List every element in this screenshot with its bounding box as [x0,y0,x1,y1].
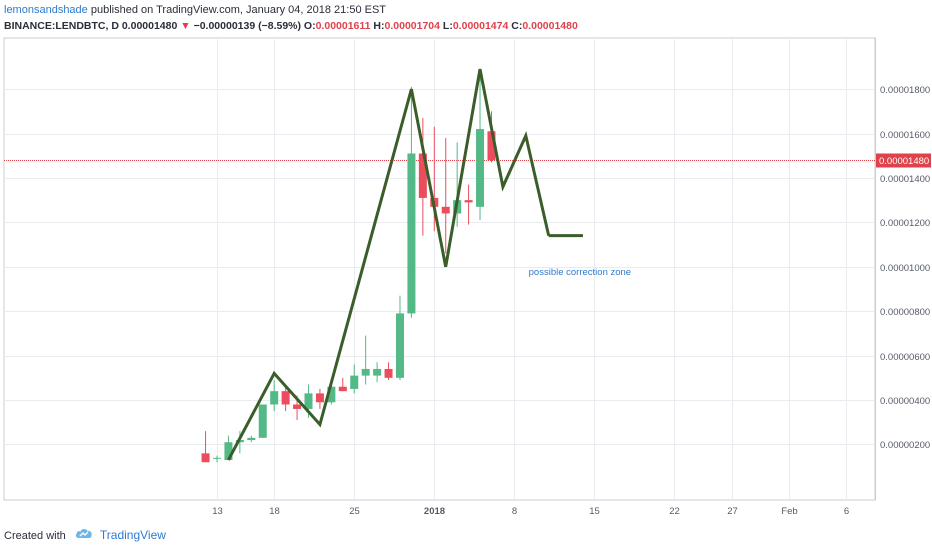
y-tick-label: 0.00000800 [880,307,930,318]
x-tick-label: 2018 [424,506,445,517]
candle-body[interactable] [247,437,256,441]
candle-body[interactable] [213,457,221,459]
chart-header: lemonsandshade published on TradingView.… [4,2,924,34]
x-tick-label: Feb [781,506,797,517]
author-link[interactable]: lemonsandshade [4,4,88,16]
y-tick-label: 0.00001200 [880,218,930,229]
candle-body[interactable] [224,442,233,461]
publish-line: lemonsandshade published on TradingView.… [4,2,924,18]
x-tick-label: 6 [844,506,849,517]
x-tick-label: 22 [669,506,680,517]
open-label: O: [303,20,316,32]
price-change: −0.00000139 (−8.59%) [193,20,301,32]
created-with-label: Created with [4,530,66,542]
candle-body[interactable] [441,206,450,214]
candle-body[interactable] [487,131,496,161]
correction-zone-label: possible correction zone [529,267,631,278]
zigzag-drawing[interactable] [227,68,551,461]
y-tick-label: 0.00000600 [880,352,930,363]
candle-body[interactable] [373,368,382,376]
down-arrow-icon: ▼ [180,20,191,32]
close-label: C: [511,20,523,32]
candle-body[interactable] [407,153,416,314]
candle-body[interactable] [464,200,473,203]
plot-area[interactable] [3,37,876,501]
x-tick-label: 15 [589,506,600,517]
candle-body[interactable] [258,404,267,438]
candle-body[interactable] [361,368,370,376]
candle-body[interactable] [338,386,347,392]
x-tick-label: 8 [512,506,517,517]
candle-body[interactable] [418,153,427,198]
open-value: 0.00001611 [315,20,371,32]
candle-body[interactable] [395,313,404,378]
high-label: H: [373,20,385,32]
x-tick-label: 18 [269,506,280,517]
y-tick-label: 0.00001000 [880,263,930,274]
last-price: 0.00001480 [121,20,178,32]
low-value: 0.00001474 [452,20,509,32]
tradingview-cloud-icon [75,527,93,545]
candle-body[interactable] [476,129,485,207]
y-tick-label: 0.00001400 [880,174,930,185]
x-tick-label: 25 [349,506,360,517]
y-tick-label: 0.00001600 [880,130,930,141]
y-tick-label: 0.00001800 [880,85,930,96]
y-tick-label: 0.00000400 [880,396,930,407]
footer: Created with TradingView [4,526,166,544]
high-value: 0.00001704 [384,20,440,32]
candle-body[interactable] [281,391,290,405]
x-tick-label: 27 [727,506,738,517]
low-label: L: [442,20,453,32]
candle-body[interactable] [270,391,279,405]
x-tick-label: 13 [212,506,223,517]
current-price-tag [876,153,931,168]
ohlc-legend: BINANCE:LENDBTC, D 0.00001480 ▼ −0.00000… [4,18,924,34]
candle-body[interactable] [327,386,336,403]
candle-body[interactable] [350,375,359,389]
candle-body[interactable] [293,404,302,409]
y-tick-label: 0.00000200 [880,440,930,451]
candle-body[interactable] [304,393,313,409]
candle-body[interactable] [384,368,393,378]
current-price-label: 0.00001480 [879,156,929,167]
symbol-label: BINANCE:LENDBTC, D [4,20,119,32]
candle-body[interactable] [201,453,210,463]
close-value: 0.00001480 [522,20,578,32]
candle-body[interactable] [315,393,324,403]
tradingview-brand[interactable]: TradingView [99,528,166,542]
published-text: published on TradingView.com, January 04… [90,4,387,16]
